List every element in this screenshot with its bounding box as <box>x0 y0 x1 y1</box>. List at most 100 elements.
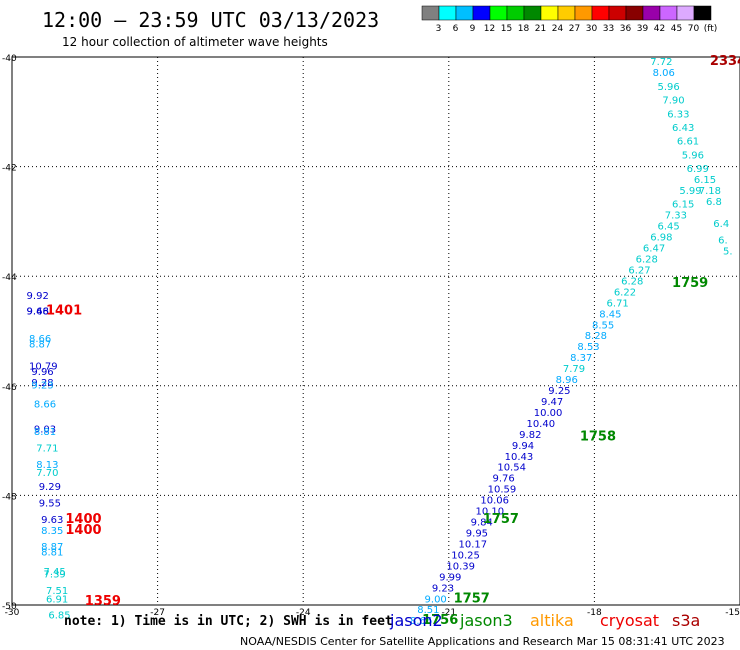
x-tick-label: -15 <box>725 608 740 618</box>
y-tick-label: -50 <box>2 602 17 612</box>
time-label: 1400 <box>65 523 101 538</box>
colorbar-swatch <box>472 5 491 21</box>
wave-height-label: 6.15 <box>694 175 716 186</box>
wave-height-label: 9.46 <box>27 307 49 318</box>
grid <box>12 57 740 605</box>
y-tick-label: -40 <box>2 54 17 64</box>
wave-height-label: 8.37 <box>570 353 592 364</box>
colorbar-swatch <box>506 5 525 21</box>
wave-height-label: 7.39 <box>44 570 66 581</box>
wave-height-label: 10.43 <box>505 452 534 463</box>
wave-height-label: 10.10 <box>475 507 504 518</box>
satellite-legend: jason2 jason3 altika cryosat s3a <box>389 611 700 630</box>
wave-height-label: 8.45 <box>599 309 621 320</box>
wave-height-label: 9.23 <box>31 381 53 392</box>
colorbar-swatch <box>676 5 695 21</box>
wave-height-label: 8.87 <box>41 542 63 553</box>
chart-title: 12:00 — 23:59 UTC 03/13/2023 <box>42 8 379 32</box>
wave-height-label: 8.28 <box>585 331 607 342</box>
wave-height-label: 6.99 <box>687 164 709 175</box>
wave-height-label: 8.66 <box>34 400 56 411</box>
colorbar-swatch <box>659 5 678 21</box>
colorbar-swatch <box>489 5 508 21</box>
wave-height-label: 9.99 <box>439 572 461 583</box>
wave-height-label: 8.06 <box>653 68 675 79</box>
x-tick-label: -30 <box>5 608 20 618</box>
wave-height-label: 5.96 <box>657 82 679 93</box>
wave-height-label: 8.51 <box>417 605 439 616</box>
time-label: 1759 <box>672 276 708 291</box>
wave-height-label: 10.00 <box>534 408 563 419</box>
legend-jason3: jason3 <box>459 611 513 630</box>
wave-height-label: 9.00 <box>425 594 447 605</box>
wave-height-label: 8.13 <box>36 460 58 471</box>
wave-height-label: 9.76 <box>492 474 514 485</box>
time-label: 1758 <box>580 430 616 445</box>
colorbar-swatch <box>523 5 542 21</box>
colorbar-label: 15 <box>501 24 512 34</box>
y-tick-label: -42 <box>2 164 17 174</box>
wave-height-label: 9.28 <box>31 378 53 389</box>
legend-jason2: jason2 <box>389 611 443 630</box>
wave-height-label: 6.45 <box>657 222 679 233</box>
time-label: 1401 <box>46 304 82 319</box>
wave-height-label: 8.81 <box>34 427 56 438</box>
wave-height-label: 7.45 <box>44 567 66 578</box>
wave-height-label: 7.18 <box>699 186 721 197</box>
legend-altika: altika <box>530 611 574 630</box>
time-label: 1359 <box>85 594 121 609</box>
colorbar-label: 27 <box>569 24 580 34</box>
wave-height-label: 9.96 <box>31 367 53 378</box>
colorbar-swatch <box>574 5 593 21</box>
wave-height-label: 8.53 <box>577 342 599 353</box>
wave-height-label: 6.4 <box>713 219 729 230</box>
wave-height-label: 6.91 <box>46 594 68 605</box>
colorbar: 3 6 9 12 15 18 21 24 27 30 33 36 39 42 45 70 (ft) <box>421 5 718 34</box>
wave-height-label: 6.71 <box>607 298 629 309</box>
tick-labels: -40 -42 -44 -46 -48 -50-30 -27 -24 -21 -18 -15 <box>2 54 740 618</box>
colorbar-label: 21 <box>535 24 546 34</box>
wave-height-label: 7.33 <box>665 211 687 222</box>
colorbar-swatch <box>625 5 644 21</box>
colorbar-label: 39 <box>637 24 649 34</box>
wave-height-label: 8.87 <box>29 339 51 350</box>
colorbar-label: (ft) <box>704 24 718 34</box>
colorbar-label: 6 <box>453 24 459 34</box>
legend-cryosat: cryosat <box>600 611 659 630</box>
y-tick-label: -44 <box>2 273 17 283</box>
x-tick-label: -27 <box>150 608 165 618</box>
colorbar-swatch <box>540 5 559 21</box>
time-label: 2334 <box>710 54 740 69</box>
wave-height-label: 10.25 <box>451 550 480 561</box>
colorbar-label: 18 <box>518 24 530 34</box>
wave-height-label: 8.66 <box>29 334 51 345</box>
wave-height-label: 8.66 <box>410 616 432 627</box>
colorbar-swatch <box>421 5 440 21</box>
time-label: 1757 <box>454 591 490 606</box>
time-label: 1400 <box>65 512 101 527</box>
x-tick-label: -21 <box>441 608 456 618</box>
wave-height-label: 7.51 <box>46 586 68 597</box>
colorbar-label: 33 <box>603 24 614 34</box>
wave-height-label: 9.47 <box>541 397 563 408</box>
wave-height-label: 6.85 <box>48 611 70 622</box>
colorbar-label: 12 <box>484 24 495 34</box>
wave-height-label: 9.82 <box>519 430 541 441</box>
x-tick-label: -18 <box>587 608 602 618</box>
wave-height-label: 6.28 <box>621 276 643 287</box>
wave-height-label: 7.79 <box>563 364 585 375</box>
wave-height-label: 9.84 <box>471 518 493 529</box>
wave-height-label: 6.27 <box>628 265 650 276</box>
wave-height-label: 9.63 <box>41 515 63 526</box>
colorbar-swatch <box>693 5 712 21</box>
wave-height-label: 10.59 <box>488 485 517 496</box>
colorbar-swatch <box>438 5 457 21</box>
wave-height-label: 9.68 <box>27 307 49 318</box>
colorbar-swatch <box>608 5 627 21</box>
colorbar-swatch <box>455 5 474 21</box>
wave-height-label: 8.55 <box>592 320 614 331</box>
y-tick-label: -48 <box>2 492 17 502</box>
time-label: 1757 <box>483 512 519 527</box>
wave-height-label: 7.70 <box>36 468 58 479</box>
